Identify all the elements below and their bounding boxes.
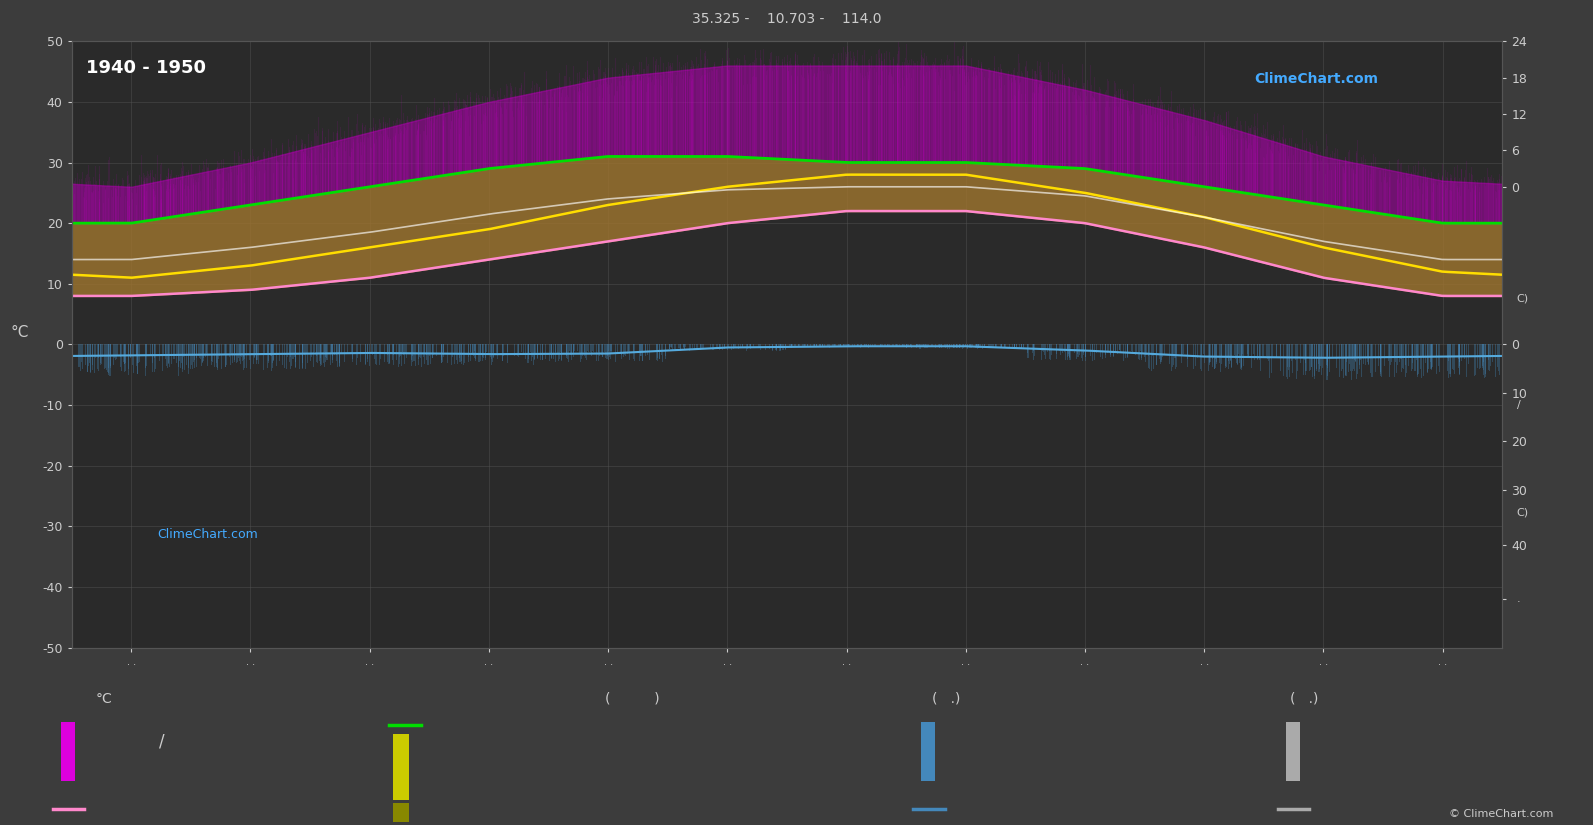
Text: © ClimeChart.com: © ClimeChart.com	[1448, 809, 1553, 819]
Bar	[393, 803, 409, 822]
Text: (   .): ( .)	[932, 691, 961, 705]
Bar	[921, 722, 935, 781]
Bar	[393, 734, 409, 800]
Text: 35.325 -    10.703 -    114.0: 35.325 - 10.703 - 114.0	[693, 12, 881, 26]
Bar	[1286, 722, 1300, 781]
Text: 1940 - 1950: 1940 - 1950	[86, 59, 205, 78]
Text: /: /	[1517, 400, 1520, 410]
Text: ClimeChart.com: ClimeChart.com	[158, 529, 258, 541]
Text: C): C)	[1517, 507, 1529, 517]
Text: C): C)	[1517, 293, 1529, 303]
Text: .: .	[1517, 594, 1520, 604]
Text: (   .): ( .)	[1290, 691, 1319, 705]
Text: °C: °C	[11, 325, 29, 340]
Text: °C: °C	[96, 691, 112, 705]
Text: ClimeChart.com: ClimeChart.com	[1254, 72, 1378, 86]
Text: /: /	[159, 733, 166, 751]
Text: (          ): ( )	[605, 691, 660, 705]
Bar	[61, 722, 75, 781]
